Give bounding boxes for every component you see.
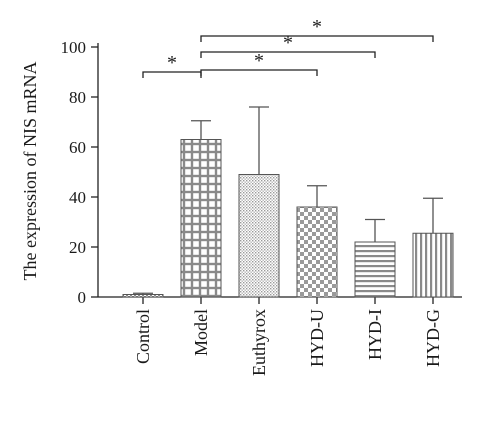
significance-label: *	[254, 50, 264, 72]
bar-model	[180, 139, 222, 298]
y-tick-label: 80	[69, 88, 86, 107]
y-tick-label: 0	[78, 288, 87, 307]
y-axis-label: The expression of NIS mRNA	[20, 62, 40, 281]
significance-brackets: * * * *	[142, 16, 434, 78]
y-tick-label: 20	[69, 238, 86, 257]
x-tick-label: Euthyrox	[249, 309, 269, 376]
bar-hyd-u	[296, 206, 338, 298]
y-tick-label: 100	[61, 38, 87, 57]
significance-label: *	[312, 16, 322, 38]
x-tick-label: HYD-I	[365, 309, 385, 360]
bar-control	[122, 294, 164, 298]
bar-hyd-g	[412, 232, 454, 298]
significance-label: *	[283, 32, 293, 54]
y-tick-label: 60	[69, 138, 86, 157]
x-tick-labels: Control Model Euthyrox HYD-U HYD-I HYD-G	[133, 309, 443, 376]
significance-label: *	[167, 52, 177, 74]
error-bars	[133, 106, 443, 295]
x-tick-label: Control	[133, 309, 153, 364]
x-tick-label: Model	[191, 309, 211, 356]
bar-euthyrox	[238, 174, 280, 298]
bar-hyd-i	[354, 241, 396, 298]
x-tick-label: HYD-U	[307, 309, 327, 367]
significance-bracket	[200, 51, 376, 58]
significance-bracket	[200, 69, 318, 76]
bars	[122, 139, 454, 298]
significance-bracket	[200, 35, 434, 42]
x-tick-label: HYD-G	[423, 309, 443, 367]
y-tick-label: 40	[69, 188, 86, 207]
